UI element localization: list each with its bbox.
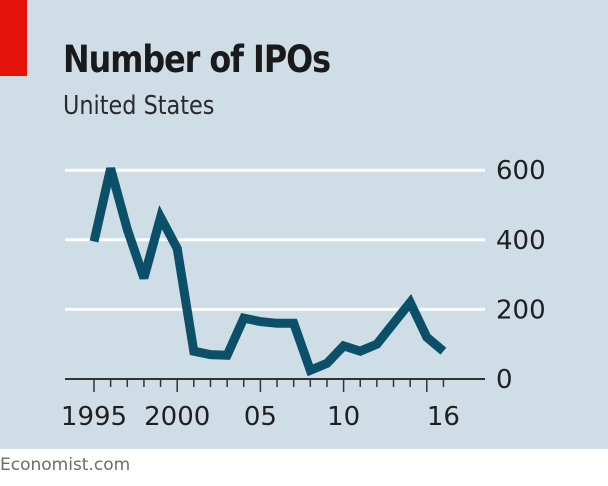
y-tick-label-600: 600 bbox=[496, 156, 546, 186]
chart-title: Number of IPOs bbox=[63, 38, 331, 81]
series-line-0 bbox=[89, 167, 447, 377]
x-tick-label-10: 10 bbox=[327, 402, 360, 432]
line-chart: 0 200 400 600 1995 2000 05 10 16 bbox=[61, 156, 546, 432]
x-tick-label-16: 16 bbox=[427, 402, 460, 432]
y-tick-label-0: 0 bbox=[496, 365, 513, 395]
chart-subtitle: United States bbox=[63, 91, 215, 121]
y-tick-label-200: 200 bbox=[496, 295, 546, 325]
x-tick-label-1995: 1995 bbox=[61, 402, 127, 432]
brand-red-tag bbox=[0, 0, 27, 76]
series-group bbox=[89, 167, 447, 377]
source-footer: Economist.com bbox=[0, 455, 131, 475]
x-axis-labels: 1995 2000 05 10 16 bbox=[61, 402, 460, 432]
y-tick-label-400: 400 bbox=[496, 226, 546, 256]
x-tick-label-05: 05 bbox=[244, 402, 277, 432]
x-axis bbox=[65, 378, 485, 392]
y-axis-labels: 0 200 400 600 bbox=[496, 156, 546, 395]
x-tick-label-2000: 2000 bbox=[144, 402, 210, 432]
